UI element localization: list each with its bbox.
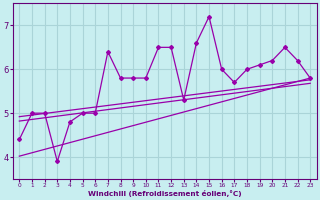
X-axis label: Windchill (Refroidissement éolien,°C): Windchill (Refroidissement éolien,°C) <box>88 190 242 197</box>
